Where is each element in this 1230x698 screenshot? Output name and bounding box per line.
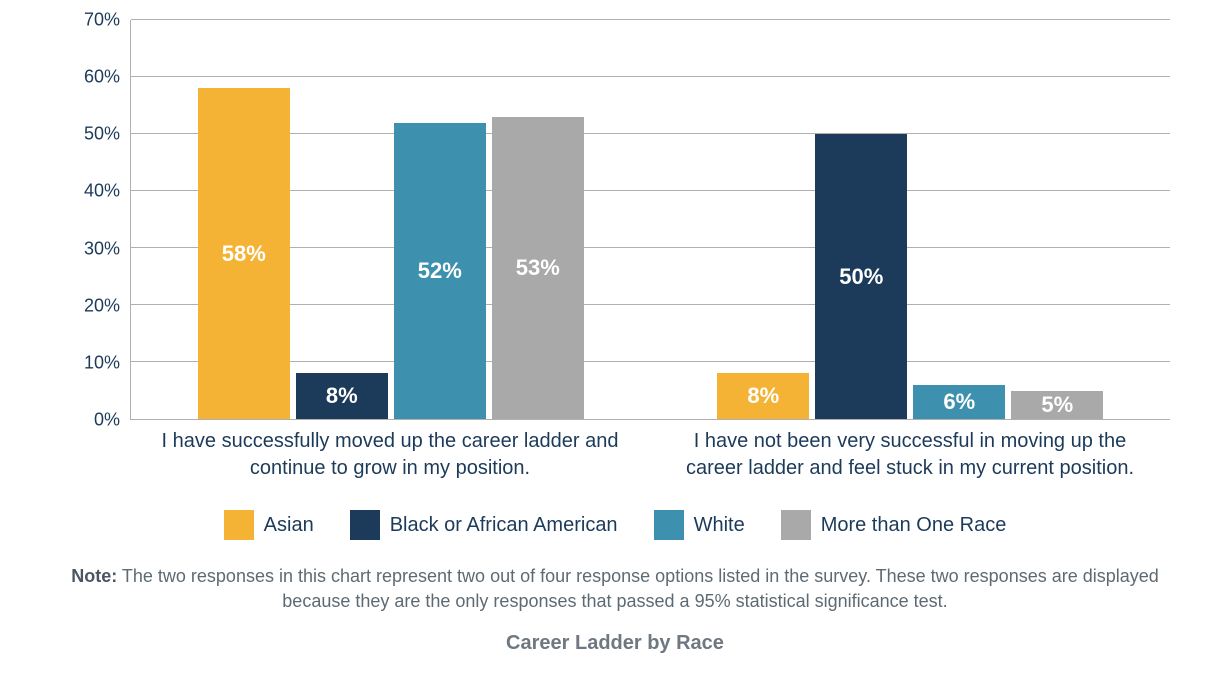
bar-value-label: 53% [516,255,560,281]
legend: Asian Black or African American White More … [60,510,1170,540]
y-tick-label: 60% [84,67,120,88]
bar: 52% [394,123,486,419]
bar-value-label: 6% [943,389,975,415]
bar: 50% [815,134,907,419]
bar-group: 58% 8% 52% 53% [131,20,651,419]
bars-layer: 58% 8% 52% 53% 8% 50% 6% 5% [131,20,1170,419]
grid-and-bars: 58% 8% 52% 53% 8% 50% 6% 5% [130,20,1170,420]
footnote: Note: The two responses in this chart re… [60,564,1170,614]
bar-value-label: 52% [418,258,462,284]
bar-group: 8% 50% 6% 5% [651,20,1171,419]
y-tick-label: 0% [94,410,120,431]
footnote-prefix: Note: [71,566,117,586]
legend-label: Black or African American [390,514,618,537]
legend-swatch [654,510,684,540]
bar: 6% [913,385,1005,419]
x-axis-labels: I have successfully moved up the career … [130,428,1170,482]
bar: 53% [492,117,584,419]
legend-swatch [781,510,811,540]
bar-value-label: 8% [326,383,358,409]
legend-swatch [350,510,380,540]
bar-value-label: 50% [839,264,883,290]
x-axis-label: I have not been very successful in movin… [650,428,1170,482]
chart-caption: Career Ladder by Race [60,632,1170,655]
y-tick-label: 10% [84,352,120,373]
plot-area: 0%10%20%30%40%50%60%70% 58%8%52%53%8%50%… [60,20,1170,420]
legend-item: Black or African American [350,510,618,540]
legend-label: More than One Race [821,514,1007,537]
y-tick-label: 50% [84,124,120,145]
legend-item: More than One Race [781,510,1007,540]
legend-swatch [224,510,254,540]
y-tick-label: 20% [84,295,120,316]
bar-value-label: 5% [1041,392,1073,418]
bar: 8% [296,373,388,419]
y-axis: 0%10%20%30%40%50%60%70% [60,20,130,420]
legend-label: Asian [264,514,314,537]
footnote-text: The two responses in this chart represen… [122,566,1159,611]
bar: 5% [1011,391,1103,420]
legend-item: White [654,510,745,540]
bar: 58% [198,88,290,419]
bar-value-label: 58% [222,241,266,267]
legend-item: Asian [224,510,314,540]
legend-label: White [694,514,745,537]
bar-value-label: 8% [747,383,779,409]
chart-container: 0%10%20%30%40%50%60%70% 58%8%52%53%8%50%… [60,20,1170,655]
y-tick-label: 40% [84,181,120,202]
y-tick-label: 30% [84,238,120,259]
x-axis-label: I have successfully moved up the career … [130,428,650,482]
bar: 8% [717,373,809,419]
y-tick-label: 70% [84,10,120,31]
